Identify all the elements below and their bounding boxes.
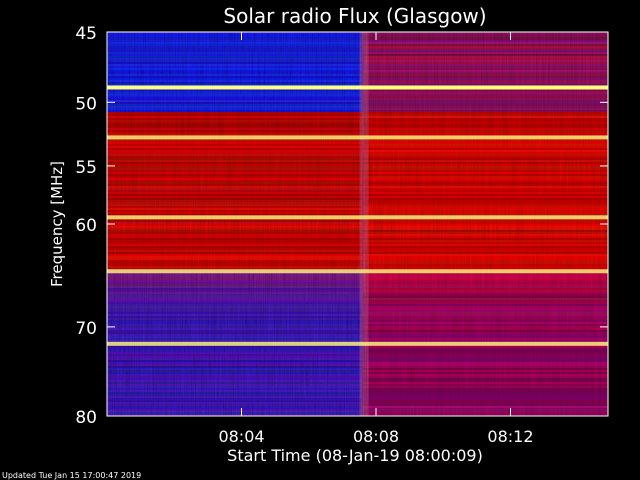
x-tick-label: 08:04 xyxy=(218,427,264,446)
x-axis-label: Start Time (08-Jan-19 08:00:09) xyxy=(227,446,483,465)
y-axis-label: Frequency [MHz] xyxy=(48,161,66,287)
bright-line xyxy=(107,215,608,220)
bright-line xyxy=(107,135,608,140)
y-tick-label: 55 xyxy=(75,158,97,178)
plot-area xyxy=(107,32,608,416)
chart-title: Solar radio Flux (Glasgow) xyxy=(223,4,486,28)
y-tick-label: 45 xyxy=(75,24,97,44)
bright-line xyxy=(107,269,608,274)
x-tick-label: 08:08 xyxy=(353,427,399,446)
bright-line xyxy=(107,341,608,346)
y-tick-label: 60 xyxy=(75,216,97,236)
bright-line xyxy=(107,85,608,90)
y-tick-label: 50 xyxy=(75,94,97,114)
y-tick-label: 80 xyxy=(75,408,97,428)
y-tick-label: 70 xyxy=(75,319,97,339)
updated-footer: Updated Tue Jan 15 17:00:47 2019 xyxy=(2,471,141,480)
x-tick-label: 08:12 xyxy=(487,427,533,446)
